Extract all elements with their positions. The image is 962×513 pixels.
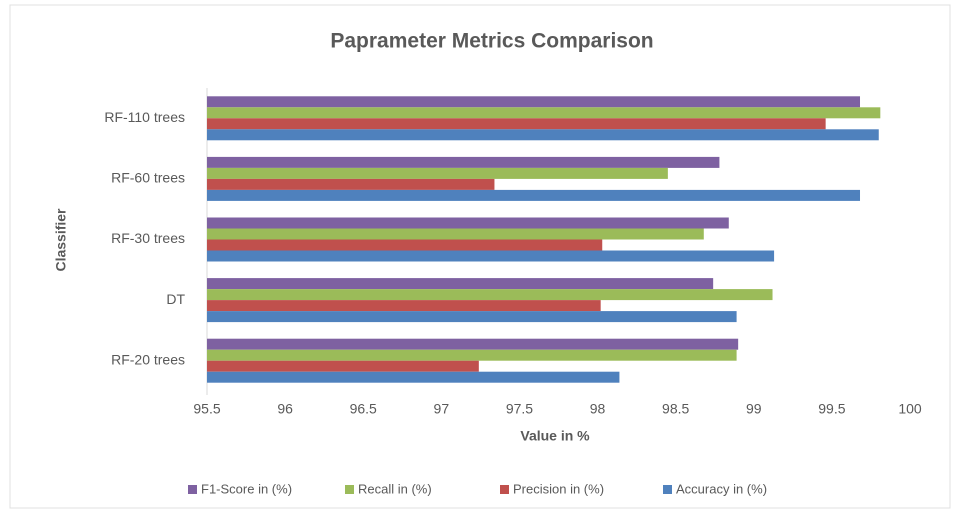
- x-tick-label: 99: [746, 401, 762, 417]
- bar: [207, 360, 479, 372]
- bar: [207, 289, 773, 301]
- bar: [207, 338, 739, 350]
- bar: [207, 167, 668, 179]
- legend-label: Precision in (%): [513, 481, 604, 496]
- legend-swatch: [663, 485, 672, 494]
- x-tick-label: 96: [277, 401, 293, 417]
- bar: [207, 349, 737, 361]
- bar: [207, 371, 620, 383]
- bar: [207, 228, 704, 240]
- legend-swatch: [500, 485, 509, 494]
- y-tick-label: RF-110 trees: [104, 109, 185, 125]
- bar: [207, 107, 881, 119]
- x-tick-label: 98.5: [662, 401, 689, 417]
- bar: [207, 278, 714, 290]
- y-tick-label: RF-20 trees: [111, 351, 185, 367]
- x-axis-title: Value in %: [520, 428, 590, 444]
- bar: [207, 118, 826, 130]
- bar: [207, 129, 879, 141]
- bar: [207, 156, 720, 168]
- bar: [207, 96, 861, 108]
- x-tick-label: 100: [898, 401, 922, 417]
- legend-swatch: [345, 485, 354, 494]
- x-tick-label: 97.5: [506, 401, 533, 417]
- bar: [207, 189, 861, 201]
- y-tick-label: RF-30 trees: [111, 230, 185, 246]
- bar: [207, 239, 603, 251]
- y-tick-label: DT: [166, 291, 185, 307]
- chart-title: Paprameter Metrics Comparison: [330, 30, 653, 53]
- bar: [207, 250, 775, 262]
- bar: [207, 217, 729, 229]
- x-tick-label: 98: [590, 401, 606, 417]
- legend-label: Recall in (%): [358, 481, 432, 496]
- y-tick-label: RF-60 trees: [111, 170, 185, 186]
- y-axis-title: Classifier: [53, 208, 69, 272]
- legend-label: Accuracy in (%): [676, 481, 767, 496]
- x-tick-label: 97: [434, 401, 450, 417]
- legend-swatch: [188, 485, 197, 494]
- legend-label: F1-Score in (%): [201, 481, 292, 496]
- bar: [207, 178, 495, 190]
- x-tick-label: 99.5: [818, 401, 845, 417]
- bar: [207, 300, 601, 312]
- bar: [207, 311, 737, 323]
- x-tick-label: 95.5: [193, 401, 220, 417]
- x-tick-label: 96.5: [350, 401, 377, 417]
